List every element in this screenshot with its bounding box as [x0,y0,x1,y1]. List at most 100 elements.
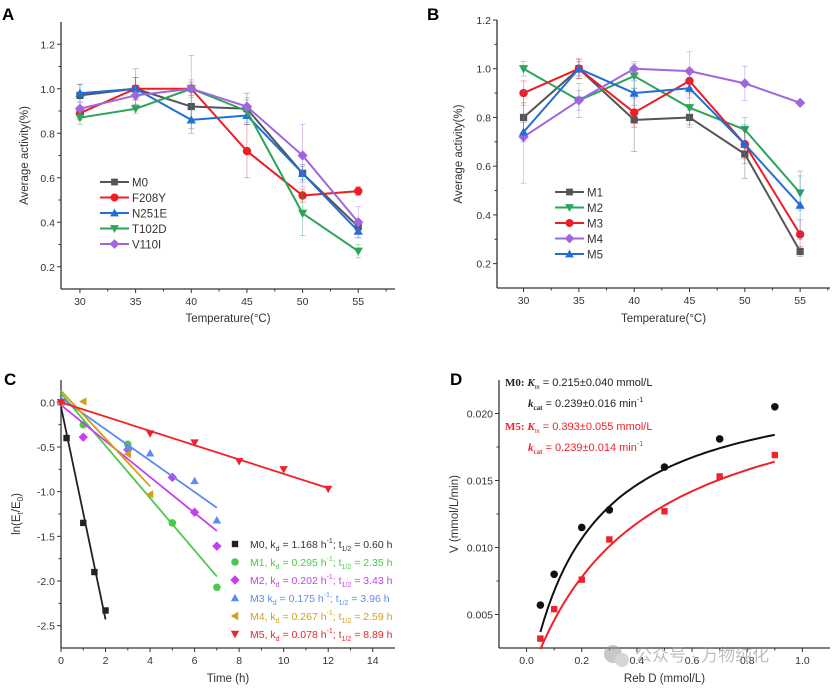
x-tick-label: 50 [297,296,309,308]
data-point [519,113,528,122]
data-point [716,473,723,480]
y-tick-label: 0.6 [40,173,55,185]
y-tick-label: -2.5 [37,621,55,633]
x-tick-label: 8 [236,655,242,667]
data-point [80,519,87,527]
data-point [630,116,638,124]
series-m5 [518,61,805,240]
legend-label: M3 [587,219,603,231]
data-point [574,64,584,73]
legend-label-part: ; t [333,557,342,569]
data-point [298,191,307,200]
kcat-subscript: cat [534,404,544,412]
panel-label-b: B [427,5,439,24]
legend-item: M1, kd = 0.295 h-1; t1/2 = 2.35 h [231,556,393,571]
data-point [75,114,85,123]
legend-marker [109,239,120,249]
wechat-icon-bubble [615,653,629,667]
y-tick-label: 0.015 [467,476,493,488]
legend-label-part: -1 [327,556,333,563]
legend-label-part: = 2.35 h [351,557,392,569]
data-point [715,435,724,443]
y-axis-label: Average activity(%) [19,106,31,205]
data-point [795,189,805,198]
watermark-text: 公众号 · 万物纯化 [635,646,769,665]
kcat-exponent: -1 [637,441,643,448]
series-m0 [536,403,779,633]
legend-marker [110,193,119,202]
x-tick-label: 35 [130,296,142,308]
data-point [684,104,695,113]
data-point [190,476,199,485]
x-tick-label: 0.0 [519,655,534,667]
data-point [234,458,244,466]
legend-label-part: = 0.202 h [280,575,327,587]
legend-label-part: = 0.295 h [280,557,327,569]
legend-label-part: M0, k [250,539,276,551]
data-point [353,226,363,235]
x-tick-label: 0 [58,655,64,667]
data-point [354,186,363,196]
annotation-m0-name: M0 [505,377,521,389]
data-point [279,466,288,474]
data-point [660,463,669,471]
y-tick-label: 1.2 [40,39,55,51]
data-point [242,146,252,156]
legend-label: M0 [132,178,148,190]
x-tick-label: 14 [367,655,379,667]
data-point [739,78,750,89]
legend-label: M5, kd = 0.078 h-1; t1/2 = 8.89 h [250,628,393,643]
data-point [75,88,85,97]
panel-c: C 0 2 4 6 8 10 12 14 0.0 -0.5 -1.0 -1.5 -2.0 -2.5 ln(… [4,370,395,685]
fit-line [60,404,218,532]
panel-b: B 30 35 40 45 50 55 0.2 0.4 0.6 0.8 1.0 1.2 Average… [427,5,830,325]
series-f208y [75,77,363,203]
legend-item: M2, kd = 0.202 h-1; t1/2 = 3.43 h [230,574,393,589]
data-point [63,434,70,442]
data-point [629,63,640,74]
y-axis-label-sub2: 0 [16,496,25,501]
legend-label-part: = 3.96 h [348,593,389,605]
data-point [573,95,584,106]
legend-label-part: = 3.43 h [351,575,392,587]
legend-label-part: = 2.59 h [351,611,392,623]
y-tick-label: 0.4 [476,210,491,222]
legend: M0, kd = 1.168 h-1; t1/2 = 0.60 hM1, kd … [230,538,393,643]
legend-label: M3 kd = 0.175 h-1; t1/2 = 3.96 h [250,592,390,607]
legend-label-part: ; t [333,575,342,587]
legend-label: M2, kd = 0.202 h-1; t1/2 = 3.43 h [250,574,393,589]
x-axis-label: Reb D (mmol/L) [624,673,705,685]
data-point [78,432,88,442]
legend-item: M0 [100,178,148,190]
y-tick-label: 1.0 [476,64,491,76]
y-tick-label: 0.8 [476,112,491,124]
data-point [145,490,154,499]
series-m5 [56,399,333,494]
annotation-m5-km: M5: Km = 0.393±0.055 mmol/L [505,421,652,435]
legend-label-part: -1 [324,592,330,599]
legend-label-part: 1/2 [342,618,352,625]
legend-label: M1 [587,188,603,200]
x-tick-label: 55 [352,296,364,308]
data-point [795,230,805,239]
x-tick-label: 1.0 [795,655,810,667]
legend-marker [230,575,240,585]
series-line [79,87,359,197]
x-tick-label: 10 [278,655,290,667]
x-tick-label: 2 [103,655,109,667]
x-tick-label: 0.8 [740,655,755,667]
legend-item: M4 [555,233,604,246]
data-point [771,403,779,411]
legend-marker [566,188,573,196]
legend-item: M4, kd = 0.267 h-1; t1/2 = 2.59 h [230,610,393,625]
legend-marker [111,178,118,186]
legend-item: M3 kd = 0.175 h-1; t1/2 = 3.96 h [230,592,390,607]
legend-label-part: = 0.60 h [351,539,392,551]
legend-label-part: = 8.89 h [351,629,392,641]
y-tick-label: 0.2 [476,259,491,271]
series-t102d [75,54,363,259]
y-tick-label: 0.8 [40,128,55,140]
legend-label: M4 [587,234,604,246]
y-axis-label: ln(Et/E0) [11,493,25,535]
y-tick-label: -1.5 [37,531,55,543]
